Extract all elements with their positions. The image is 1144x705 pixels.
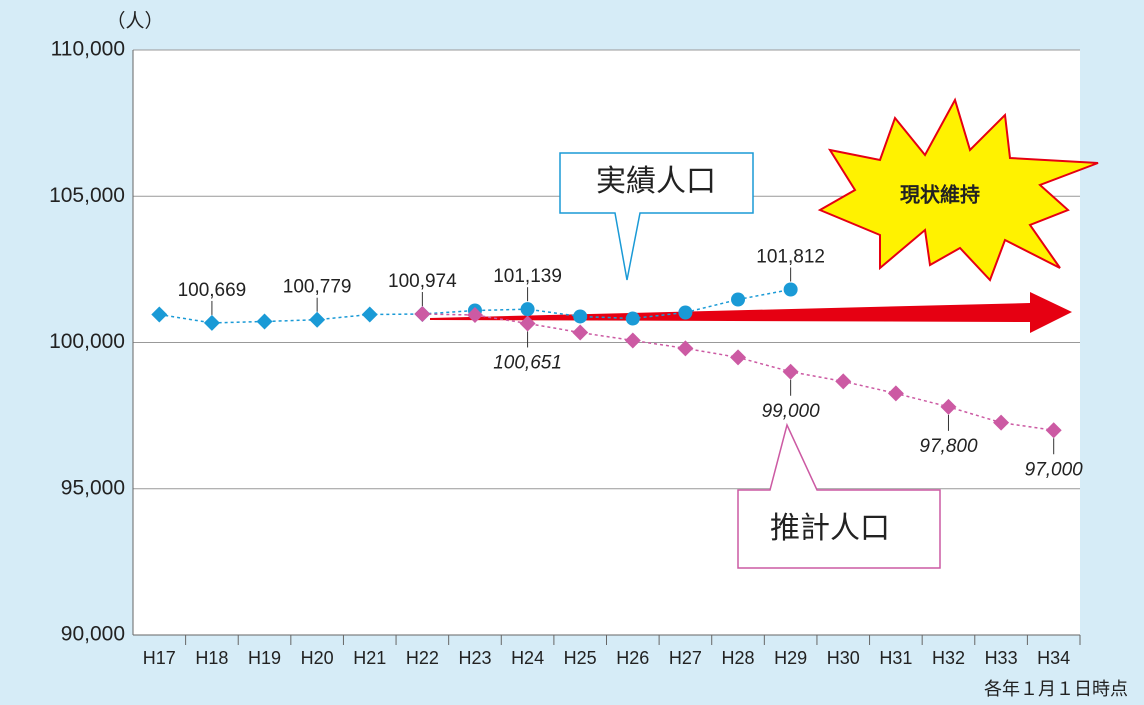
marker (519, 315, 536, 332)
marker (203, 314, 220, 331)
marker (1045, 422, 1062, 439)
callout-actual (559, 152, 754, 281)
x-tick-label: H19 (248, 648, 281, 668)
x-tick-label: H21 (353, 648, 386, 668)
data-label: 100,974 (388, 271, 457, 292)
callout-estimate-text: 推計人口 (770, 512, 890, 545)
x-tick-label: H34 (1037, 648, 1070, 668)
x-tick-label: H26 (616, 648, 649, 668)
data-label: 100,779 (283, 277, 352, 298)
marker (573, 309, 588, 324)
x-tick-label: H30 (827, 648, 860, 668)
data-label: 97,000 (1025, 459, 1084, 480)
marker (625, 311, 640, 326)
marker (677, 340, 694, 357)
annotation: 現状維持 (900, 182, 980, 206)
starburst (817, 97, 1099, 282)
y-tick-label: 105,000 (49, 184, 125, 207)
marker (572, 324, 589, 341)
marker (256, 313, 273, 330)
x-tick-label: H28 (722, 648, 755, 668)
marker (993, 414, 1010, 431)
data-label: 101,812 (756, 247, 825, 268)
marker (151, 306, 168, 323)
x-tick-label: H17 (143, 648, 176, 668)
data-label: 97,800 (919, 436, 978, 457)
y-tick-label: 110,000 (51, 38, 125, 61)
marker (520, 302, 535, 317)
y-tick-label: 100,000 (49, 330, 125, 353)
x-tick-label: H24 (511, 648, 544, 668)
x-tick-label: H20 (301, 648, 334, 668)
data-label: 99,000 (762, 401, 821, 422)
marker (940, 398, 957, 415)
marker (782, 363, 799, 380)
marker (624, 332, 641, 349)
x-tick-label: H31 (879, 648, 912, 668)
red-arrow (430, 292, 1072, 333)
marker (466, 307, 483, 324)
callout-actual-text: 実績人口 (596, 165, 716, 198)
x-tick-label: H25 (564, 648, 597, 668)
data-label: 100,669 (178, 280, 247, 301)
x-tick-label: H27 (669, 648, 702, 668)
marker (361, 306, 378, 323)
x-tick-label: H33 (985, 648, 1018, 668)
data-label: 101,139 (493, 266, 562, 287)
marker (678, 305, 693, 320)
unit-label: （人） (106, 10, 163, 32)
x-tick-label: H22 (406, 648, 439, 668)
marker (730, 349, 747, 366)
marker (887, 385, 904, 402)
note: 各年１月１日時点 (984, 679, 1128, 699)
marker (309, 311, 326, 328)
marker (414, 306, 431, 323)
y-tick-label: 95,000 (61, 476, 125, 499)
marker (783, 282, 798, 297)
x-tick-label: H23 (458, 648, 491, 668)
data-label: 100,651 (493, 352, 562, 373)
x-tick-label: H29 (774, 648, 807, 668)
x-tick-label: H18 (195, 648, 228, 668)
marker (835, 373, 852, 390)
marker (731, 292, 746, 307)
callout-estimate (737, 422, 941, 569)
x-tick-label: H32 (932, 648, 965, 668)
y-tick-label: 90,000 (61, 623, 125, 646)
